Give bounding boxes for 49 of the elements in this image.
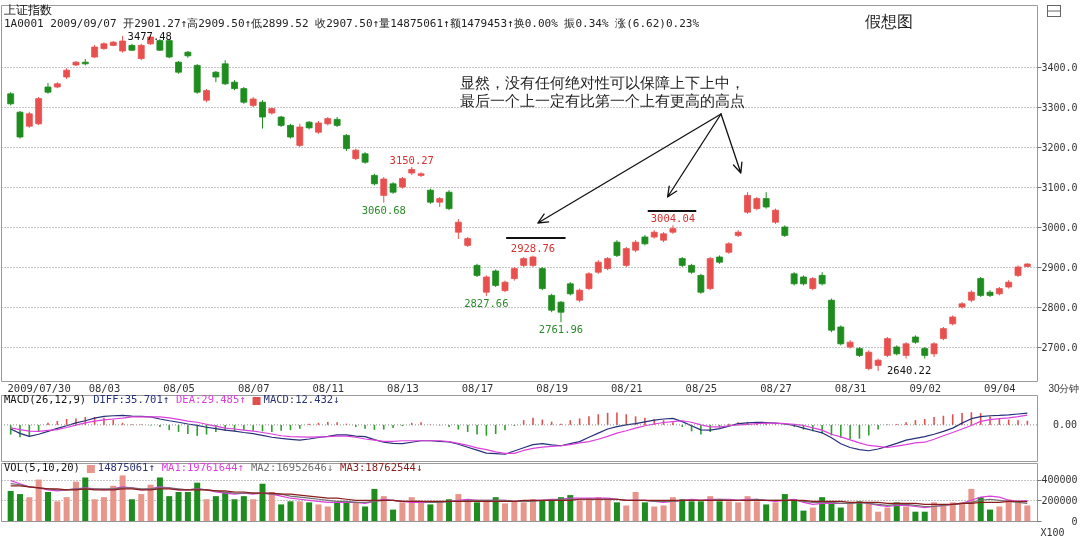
text: 1A0001 2009/09/07 开2901.27↑高2909.50↑低2899.52 收2907.50↑量14875061↑额1479453↑换0.00% 振0.34% 涨(6.62)0.23%: [4, 17, 700, 30]
x-tick-label: 08/13: [387, 381, 419, 394]
series-label: MA1:19761644↑: [161, 461, 244, 473]
annotation: 2928.76: [510, 242, 556, 255]
x-tick-label: 08/03: [88, 381, 121, 394]
x-tick-label: 09/04: [984, 381, 1016, 394]
series-label: MA2:16952646↓: [250, 461, 334, 473]
series-label: DEA:29.485↑: [176, 393, 246, 405]
annotation: 3060.68: [361, 203, 406, 216]
x-tick-label: 08/17: [461, 381, 494, 394]
y-tick-label: 3000.0: [1041, 221, 1078, 233]
chart-title: VOL(5,10,20): [4, 461, 80, 473]
annotation: 2827.66: [464, 296, 509, 309]
x-tick-label: 08/19: [536, 381, 568, 394]
y-tick-label: 3400.0: [1041, 61, 1078, 73]
x-tick-label: 08/05: [163, 381, 195, 394]
annotation: 3150.27: [389, 153, 434, 166]
legend-label: MACD:12.432↓: [263, 393, 340, 405]
y-tick-label: 400000: [1041, 474, 1078, 486]
y-tick-label: 3200.0: [1041, 141, 1078, 153]
text: 0.00: [1052, 418, 1077, 430]
annotation: 2761.96: [538, 323, 584, 336]
x-tick-label: 08/11: [312, 381, 345, 394]
x-tick-label: 2009/07/30: [7, 381, 71, 394]
x-tick-label: 08/31: [834, 381, 867, 394]
y-tick-label: 2800.0: [1041, 301, 1078, 313]
y-tick-label: 200000: [1041, 494, 1078, 506]
x-tick-label: 09/02: [909, 381, 942, 394]
y-tick-label: 3300.0: [1041, 101, 1078, 113]
text: MA3:18762544↓: [340, 461, 423, 473]
annotation: 3477.48: [127, 30, 172, 43]
y-tick-label: 2900.0: [1041, 261, 1078, 273]
legend-label: 14875061↑: [97, 461, 155, 473]
series-label: DIFF:35.701↑: [93, 393, 170, 405]
x-tick-label: 08/27: [760, 381, 792, 394]
y-tick-label: 2700.0: [1041, 341, 1078, 353]
x-tick-label: 08/25: [685, 381, 718, 394]
x-tick-label: 08/21: [610, 381, 643, 394]
annotation: 假想图: [865, 13, 913, 30]
y-axis-title: X100: [1040, 526, 1065, 538]
chart-title: MACD(26,12,9): [4, 393, 87, 405]
annotation: 2640.22: [887, 364, 932, 376]
x-axis-title: 30分钟: [1048, 382, 1080, 394]
annotation: 显然，没有任何绝对性可以保障上下上中，最后一个上一定有比第一个上有更高的高点: [460, 74, 745, 109]
annotation: 3004.04: [650, 212, 696, 225]
y-tick-label: 3100.0: [1041, 181, 1078, 193]
y-tick-label: 0: [1071, 515, 1078, 527]
x-tick-label: 08/07: [237, 381, 270, 394]
chart-title: 上证指数: [4, 3, 52, 17]
